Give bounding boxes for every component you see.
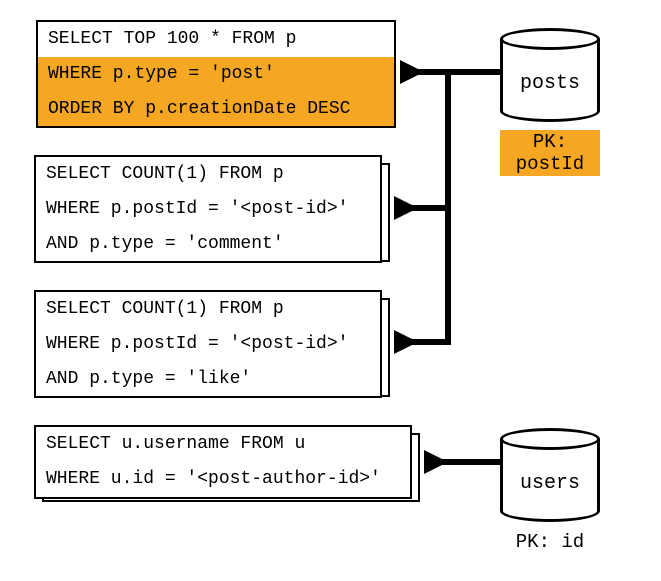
db-posts: posts PK: postId (500, 28, 600, 176)
query-box-3: SELECT COUNT(1) FROM p WHERE p.postId = … (34, 290, 382, 398)
query-line: WHERE u.id = '<post-author-id>' (36, 462, 410, 497)
db-label: users (500, 472, 600, 495)
query-box-2: SELECT COUNT(1) FROM p WHERE p.postId = … (34, 155, 382, 263)
query-line: SELECT COUNT(1) FROM p (36, 292, 380, 327)
query-box-4: SELECT u.username FROM u WHERE u.id = '<… (34, 425, 412, 499)
db-cylinder-icon: users (500, 428, 600, 522)
db-users: users PK: id (500, 428, 600, 554)
query-line: WHERE p.type = 'post' (38, 57, 394, 92)
query-line: WHERE p.postId = '<post-id>' (36, 327, 380, 362)
db-cylinder-icon: posts (500, 28, 600, 122)
db-label: posts (500, 72, 600, 95)
query-line: SELECT COUNT(1) FROM p (36, 157, 380, 192)
query-box-1: SELECT TOP 100 * FROM p WHERE p.type = '… (36, 20, 396, 128)
db-pk: PK: postId (500, 130, 600, 176)
query-line: ORDER BY p.creationDate DESC (38, 92, 394, 127)
query-line: AND p.type = 'like' (36, 362, 380, 397)
query-line: SELECT TOP 100 * FROM p (38, 22, 394, 57)
query-line: SELECT u.username FROM u (36, 427, 410, 462)
query-line: AND p.type = 'comment' (36, 227, 380, 262)
query-line: WHERE p.postId = '<post-id>' (36, 192, 380, 227)
db-pk: PK: id (513, 530, 587, 554)
